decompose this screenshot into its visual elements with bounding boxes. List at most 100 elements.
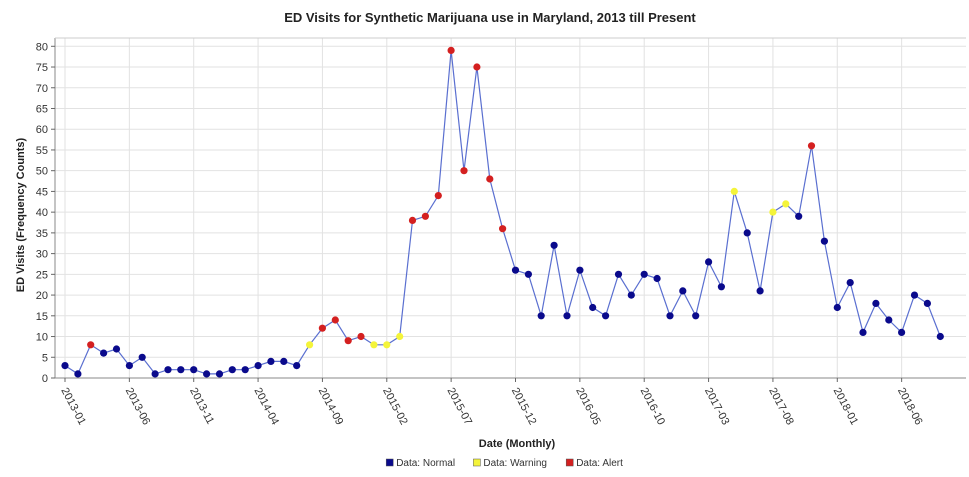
y-tick-label: 5 [42,352,48,364]
x-axis-ticks: 2013-01 2013-06 2013-11 2014-04 2014-09 2015-… [58,378,925,427]
data-point [589,303,597,312]
data-point [717,283,726,291]
chart-title: ED Visits for Synthetic Marijuana use in… [284,10,696,25]
data-point [499,225,507,233]
legend-swatch [565,458,574,467]
data-point [730,187,738,195]
x-tick-label: 2013-01 [58,386,88,427]
data-point [910,291,919,299]
data-point [833,303,841,312]
legend-label: Data: Alert [576,458,623,469]
legend-swatch [473,458,481,467]
data-point [241,366,249,374]
data-point [807,142,816,150]
data-point [177,366,185,374]
data-point [923,299,932,307]
legend: Data: Normal Data: Warning Data: Alert [385,458,623,469]
y-axis-ticks: 0 5 10 15 20 25 30 35 40 45 50 55 60 65 70 75 80 [36,41,55,385]
data-point [537,312,545,320]
x-tick-label: 2018-06 [895,386,925,427]
data-point [306,341,314,349]
data-point [228,366,236,374]
x-tick-label: 2016-05 [573,386,603,427]
data-point [769,208,777,216]
data-point [614,270,623,278]
y-tick-label: 60 [36,124,48,136]
data-point [627,291,635,299]
data-point [795,212,803,220]
y-tick-label: 55 [36,145,48,157]
data-point [396,332,404,341]
data-point [820,237,829,245]
data-point [743,229,751,237]
data-point [447,46,455,55]
data-point [434,192,442,200]
legend-swatch [385,458,394,467]
data-point [666,312,674,320]
data-point [602,312,610,320]
data-point [563,312,571,320]
y-tick-label: 40 [36,207,48,219]
data-point [756,287,764,295]
data-point [280,357,288,365]
data-point [640,270,648,278]
data-point [885,316,893,324]
x-tick-label: 2017-03 [702,386,732,427]
data-point [87,341,95,349]
axes [54,37,966,379]
x-tick-label: 2017-08 [766,386,796,427]
data-point [705,258,713,266]
y-tick-label: 50 [36,166,48,178]
x-tick-label: 2015-07 [444,386,474,427]
x-tick-label: 2015-02 [380,386,410,427]
x-tick-label: 2018-01 [831,386,861,427]
y-tick-label: 30 [36,249,48,261]
data-point [653,274,661,283]
data-point [61,362,69,370]
data-point [421,212,429,220]
data-point [383,341,391,349]
data-point [511,266,520,274]
data-point [473,63,481,71]
data-point [112,345,121,353]
data-point [872,299,880,307]
data-point [318,324,326,332]
legend-label: Data: Normal [396,458,455,469]
data-point [215,370,224,378]
data-point [151,370,159,378]
data-points [61,46,944,378]
legend-label: Data: Warning [483,458,547,469]
data-point [679,287,687,295]
data-point [100,349,108,357]
data-point [203,370,211,378]
x-tick-label: 2015-12 [509,386,539,427]
y-axis-label: ED Visits (Frequency Counts) [15,137,27,292]
data-point [692,312,700,320]
x-tick-label: 2014-04 [251,386,281,427]
x-axis-label: Date (Monthly) [479,438,556,450]
data-point [936,332,944,341]
data-point [254,362,262,370]
data-point [898,328,906,336]
data-point [550,241,558,249]
y-tick-label: 35 [36,228,48,240]
data-point [846,279,854,287]
data-point [486,175,494,183]
data-point [370,341,378,349]
data-point [782,200,790,208]
data-point [74,370,82,378]
data-point [331,316,339,324]
data-point [859,328,867,336]
y-tick-label: 15 [36,311,48,323]
x-tick-label: 2013-06 [123,386,153,427]
y-tick-label: 75 [36,62,48,74]
data-point [190,366,198,374]
x-tick-label: 2014-09 [316,386,346,427]
y-tick-label: 0 [42,373,48,385]
y-tick-label: 70 [36,83,48,95]
y-tick-label: 65 [36,103,48,115]
plot-area [55,38,966,378]
data-point [138,353,146,361]
x-tick-label: 2013-11 [187,386,216,427]
